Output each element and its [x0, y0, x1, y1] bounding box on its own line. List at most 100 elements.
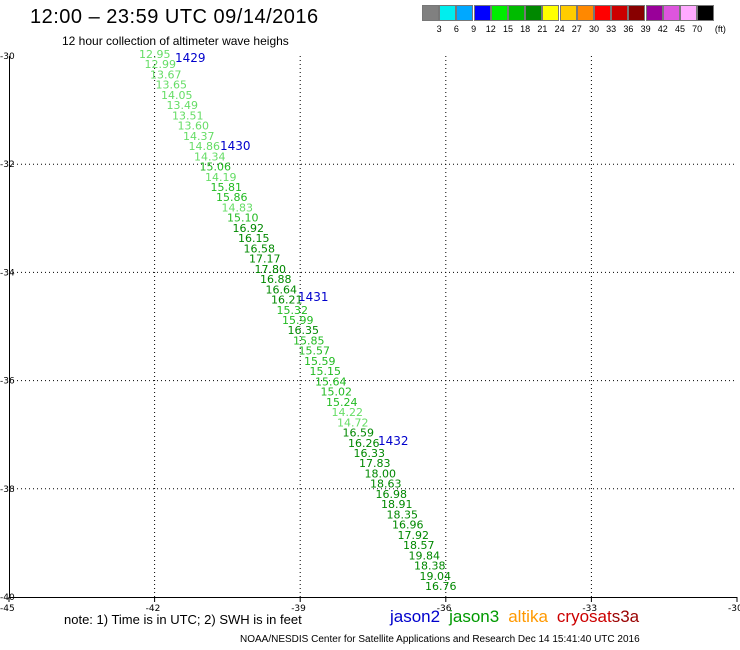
wave-height-label[interactable]: 18.35	[387, 508, 419, 521]
x-tick-label: -45	[0, 604, 15, 614]
y-tick-label: -38	[0, 485, 15, 495]
scale-swatch	[473, 5, 491, 21]
wave-height-label[interactable]: 17.80	[255, 263, 287, 276]
pass-number-label: 1430	[220, 139, 251, 153]
scale-label: 21	[537, 24, 548, 34]
wave-height-label[interactable]: 13.51	[172, 109, 204, 122]
wave-height-label[interactable]: 15.81	[211, 181, 243, 194]
scale-swatch	[439, 5, 457, 21]
wave-height-label[interactable]: 12.99	[145, 58, 177, 71]
scale-label: 70	[692, 24, 703, 34]
wave-height-label[interactable]: 16.59	[343, 427, 375, 440]
wave-height-label[interactable]: 13.67	[150, 68, 182, 81]
wave-height-label[interactable]: 19.04	[420, 570, 452, 583]
wave-height-label[interactable]: 16.35	[288, 324, 320, 337]
y-tick-label: -40	[0, 593, 15, 603]
wave-height-label[interactable]: 15.32	[277, 304, 309, 317]
page-title: 12:00 – 23:59 UTC 09/14/2016	[30, 6, 319, 28]
x-tick-label: -33	[582, 604, 597, 614]
scale-swatch	[680, 5, 697, 21]
satellite-cryosat: cryosat	[556, 607, 612, 626]
x-tick-label: -30	[728, 604, 740, 614]
wave-height-label[interactable]: 12.95	[139, 48, 171, 61]
wave-height-label[interactable]: 13.49	[167, 99, 199, 112]
wave-height-label[interactable]: 14.22	[332, 406, 364, 419]
wave-height-map[interactable]: -45 -42 -39 -36 -33 -30 -30 -32 -34 -36 -38 -40 12.9…	[0, 0, 740, 620]
wave-height-label[interactable]: 14.83	[222, 201, 254, 214]
satellite-altika: altika	[508, 607, 548, 626]
wave-height-label[interactable]: 14.86	[189, 140, 221, 153]
wave-height-label[interactable]: 18.91	[381, 498, 413, 511]
wave-height-label[interactable]: 18.00	[365, 467, 397, 480]
scale-swatch	[542, 5, 560, 21]
wave-height-label[interactable]: 15.57	[299, 345, 331, 358]
x-tick-label: -42	[146, 604, 161, 614]
wave-height-label[interactable]: 16.98	[376, 488, 408, 501]
wave-height-label[interactable]: 16.64	[266, 283, 298, 296]
scale-label: 45	[674, 24, 685, 34]
y-tick-label: -30	[0, 52, 15, 62]
scale-swatch	[525, 5, 543, 21]
wave-height-label[interactable]: 13.60	[178, 120, 210, 133]
scale-label: 12	[485, 24, 496, 34]
scale-swatch	[576, 5, 594, 21]
wave-height-label[interactable]: 17.17	[249, 253, 281, 266]
wave-height-label[interactable]: 13.65	[156, 79, 188, 92]
wave-height-label[interactable]: 15.15	[310, 365, 342, 378]
wave-height-label[interactable]: 18.38	[414, 560, 446, 573]
wave-height-label[interactable]: 15.02	[321, 386, 353, 399]
scale-swatch	[645, 5, 663, 21]
wave-height-label[interactable]: 16.21	[271, 294, 303, 307]
wave-height-label[interactable]: 19.84	[409, 549, 441, 562]
wave-height-label[interactable]: 15.64	[315, 375, 347, 388]
wave-height-label[interactable]: 14.72	[337, 416, 369, 429]
wave-height-label[interactable]: 16.76	[425, 580, 457, 593]
wave-height-label[interactable]: 15.85	[293, 334, 325, 347]
wave-height-label[interactable]: 16.15	[238, 232, 270, 245]
wave-height-label[interactable]: 17.92	[398, 529, 430, 542]
scale-swatch	[456, 5, 474, 21]
wave-height-label[interactable]: 15.99	[282, 314, 314, 327]
satellite-jason2: jason2	[390, 607, 441, 626]
wave-height-label[interactable]: 16.96	[392, 519, 424, 532]
wave-height-label[interactable]: 16.26	[348, 437, 380, 450]
y-tick-label: -36	[0, 377, 15, 387]
satellite-jason3: jason3	[449, 607, 500, 626]
scale-label: 18	[520, 24, 531, 34]
wave-height-label[interactable]: 14.34	[194, 150, 226, 163]
pass-number-label: 1432	[378, 434, 409, 448]
x-tick-label: -39	[291, 604, 306, 614]
scale-swatch	[422, 5, 439, 21]
wave-height-label[interactable]: 18.57	[403, 539, 435, 552]
wave-height-label[interactable]: 15.59	[304, 355, 336, 368]
scale-label: 42	[657, 24, 668, 34]
wave-height-label[interactable]: 15.86	[216, 191, 248, 204]
credit-line: NOAA/NESDIS Center for Satellite Applica…	[240, 634, 640, 645]
wave-height-label[interactable]: 14.37	[183, 130, 215, 143]
footnote: note: 1) Time is in UTC; 2) SWH is in fe…	[64, 612, 302, 627]
map-frame	[9, 56, 737, 598]
satellite-s3a: s3a	[611, 607, 640, 626]
scale-swatch	[697, 5, 715, 21]
scale-label: 24	[554, 24, 565, 34]
scale-swatch	[490, 5, 508, 21]
wave-height-label[interactable]: 16.88	[260, 273, 292, 286]
wave-height-label[interactable]: 15.10	[227, 212, 259, 225]
wave-height-label[interactable]: 16.33	[354, 447, 386, 460]
scale-swatch	[611, 5, 629, 21]
wave-height-label[interactable]: 17.83	[359, 457, 391, 470]
wave-height-label[interactable]: 15.24	[326, 396, 358, 409]
scale-label: 33	[606, 24, 617, 34]
wave-height-label[interactable]: 16.58	[244, 242, 276, 255]
scale-swatch	[594, 5, 611, 21]
scale-label: 36	[623, 24, 634, 34]
wave-height-label[interactable]: 15.06	[200, 161, 232, 174]
wave-height-label[interactable]: 18.63	[370, 478, 402, 491]
scale-label: 27	[571, 24, 582, 34]
wave-height-label[interactable]: 14.19	[205, 171, 237, 184]
wave-height-label[interactable]: 14.05	[161, 89, 193, 102]
y-tick-label: -32	[0, 160, 15, 170]
scale-swatch	[628, 5, 646, 21]
scale-swatch	[508, 5, 525, 21]
wave-height-label[interactable]: 16.92	[233, 222, 265, 235]
